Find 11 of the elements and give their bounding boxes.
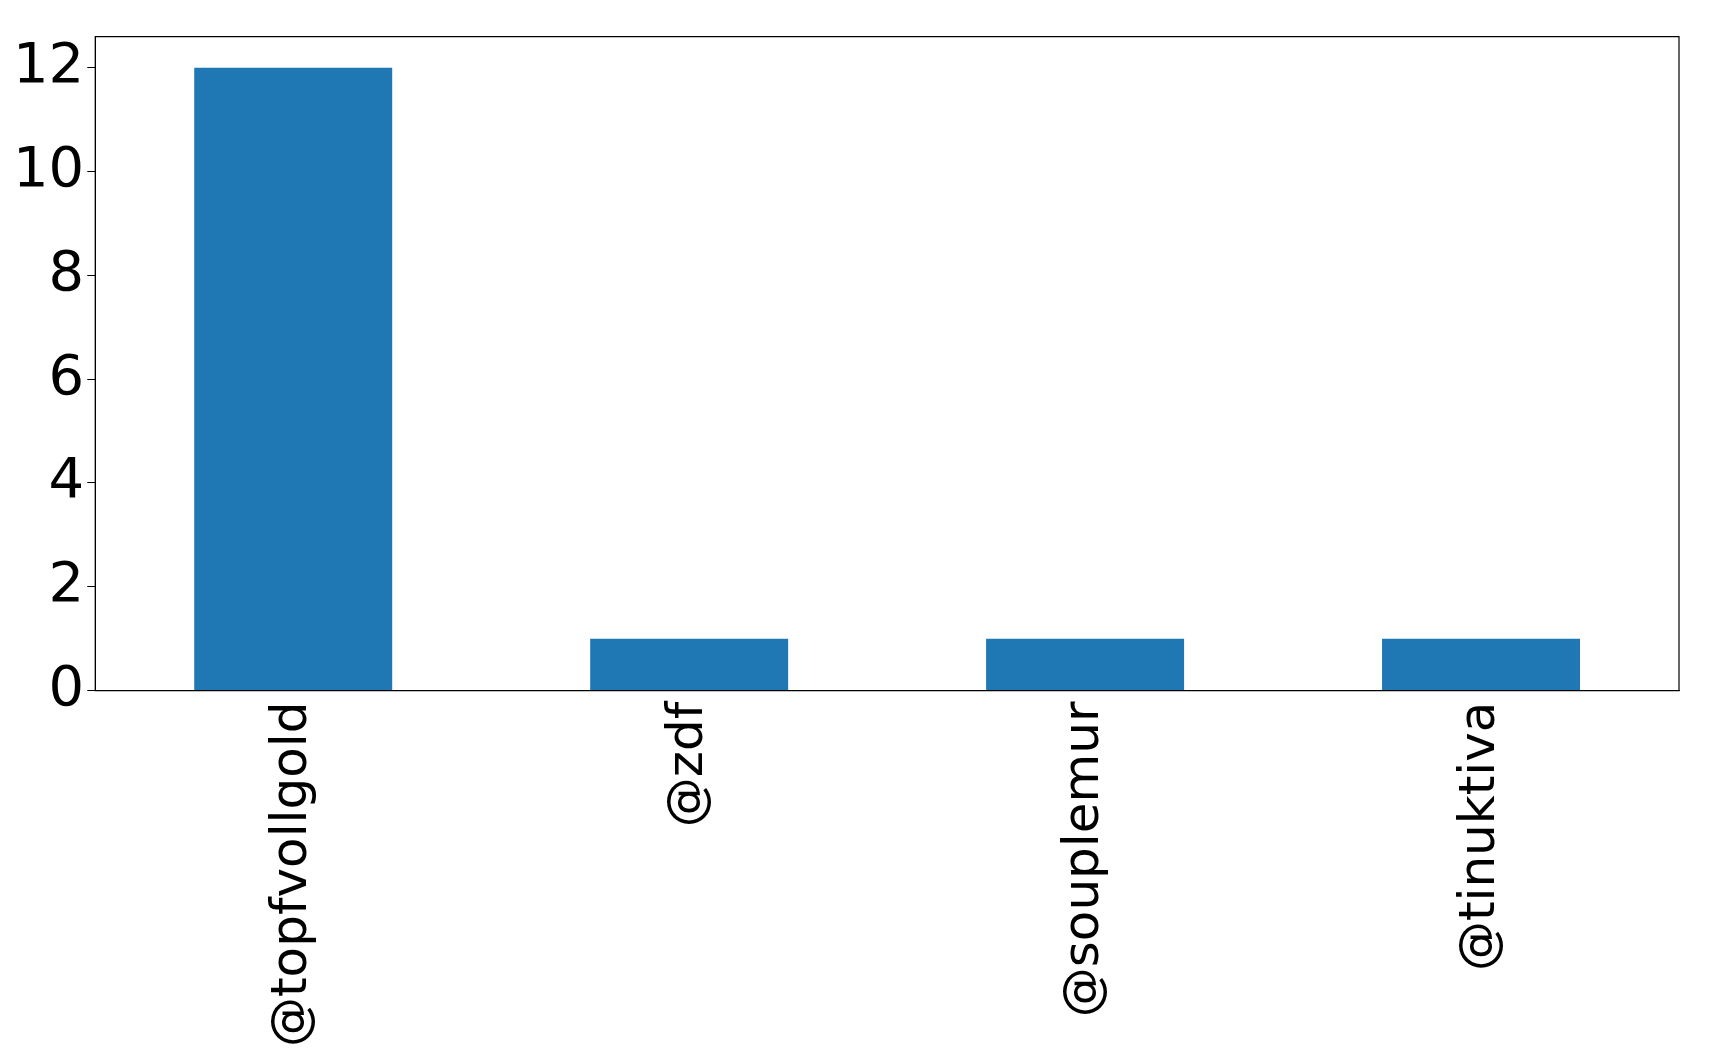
y-tick-label: 10	[12, 134, 85, 200]
x-tick-label: @tinuktiva	[1448, 701, 1507, 972]
y-tick-label: 8	[48, 237, 85, 303]
y-tick-label: 2	[48, 549, 85, 615]
y-tick-label: 12	[12, 30, 85, 96]
x-tick-label: @topfvollgold	[260, 701, 319, 1048]
y-tick-label: 6	[48, 341, 85, 407]
x-tick-label: @souplemur	[1052, 701, 1111, 1018]
y-tick-label: 0	[48, 653, 85, 719]
y-tick-label: 4	[48, 445, 85, 511]
x-tick-label: @zdf	[656, 700, 715, 828]
